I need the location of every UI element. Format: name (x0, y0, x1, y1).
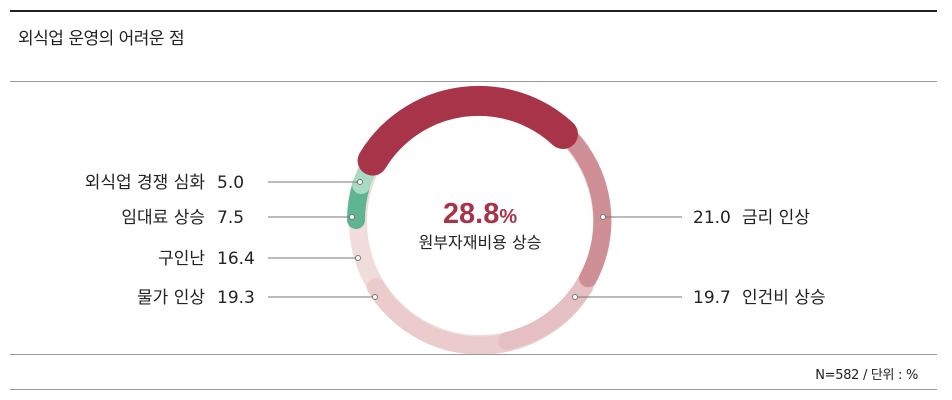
label-value-물가-인상: 19.3 (217, 288, 255, 308)
footer-divider (10, 354, 937, 355)
center-value-unit: % (499, 206, 517, 228)
label-name-금리-인상: 금리 인상 (742, 208, 810, 228)
leader-dot-인건비-상승 (572, 294, 578, 300)
sample-note: N=582 / 단위 : % (815, 368, 918, 383)
leader-dot-물가-인상 (372, 294, 378, 300)
header-divider (10, 81, 937, 82)
center-value-number: 28.8 (443, 198, 499, 230)
leader-dot-임대료-상승 (349, 214, 355, 220)
slice-인건비-상승 (498, 269, 597, 350)
leader-dot-외식업-경쟁-심화 (357, 179, 363, 185)
slice-금리-인상 (559, 127, 612, 288)
label-value-외식업-경쟁-심화: 5.0 (217, 173, 244, 193)
label-value-인건비-상승: 19.7 (693, 288, 731, 308)
leader-dot-금리-인상 (600, 214, 606, 220)
label-value-임대료-상승: 7.5 (217, 208, 244, 228)
label-value-구인난: 16.4 (217, 249, 255, 269)
label-value-금리-인상: 21.0 (693, 208, 731, 228)
top-rule (10, 10, 937, 12)
label-name-임대료-상승: 임대료 상승 (121, 208, 205, 228)
center-label: 원부자재비용 상승 (419, 233, 542, 252)
center-value: 28.8% (443, 198, 517, 230)
label-name-물가-인상: 물가 인상 (137, 288, 205, 308)
label-name-외식업-경쟁-심화: 외식업 경쟁 심화 (85, 173, 206, 193)
bottom-rule (10, 389, 937, 390)
slice-원부자재비용-상승 (357, 85, 578, 176)
leader-dot-구인난 (355, 255, 361, 261)
label-name-인건비-상승: 인건비 상승 (742, 288, 826, 308)
chart-title: 외식업 운영의 어려운 점 (18, 29, 185, 49)
label-name-구인난: 구인난 (158, 249, 205, 269)
